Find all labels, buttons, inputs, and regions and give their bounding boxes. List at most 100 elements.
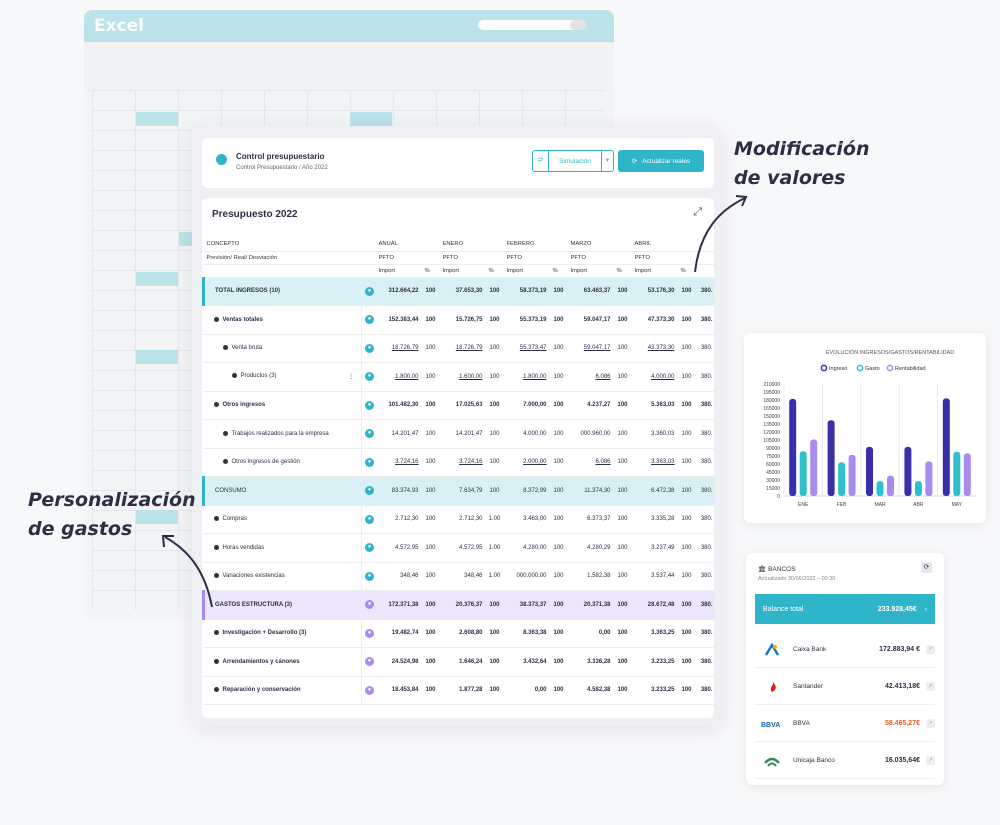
expand-bullet-icon[interactable] (213, 687, 219, 693)
value-cell[interactable]: 6.086 (567, 362, 614, 392)
pct-cell[interactable]: 100 (421, 391, 440, 420)
expand-bullet-icon[interactable] (213, 544, 219, 550)
pct-cell[interactable]: 100 (485, 305, 504, 335)
pct-cell[interactable]: 100 (677, 619, 696, 648)
value-cell[interactable]: 380. (695, 590, 714, 620)
expand-bullet-icon[interactable] (213, 630, 219, 636)
value-cell[interactable]: 20.371,38 (567, 590, 614, 620)
value-cell[interactable]: 3.724,16 (439, 448, 486, 477)
expand-bullet-icon[interactable] (213, 402, 219, 408)
value-cell[interactable]: 000.000,00 (503, 562, 550, 591)
pct-cell[interactable]: 100 (549, 676, 568, 705)
bank-row[interactable]: Unicaja Banco 16.035,64€ ↗ (755, 743, 935, 779)
value-cell[interactable]: 1.582,38 (567, 562, 614, 591)
value-cell[interactable]: 14.201,47 (375, 419, 422, 449)
pct-cell[interactable]: 100 (677, 676, 696, 705)
table-row[interactable]: Reparación y conservación ● 18.453,84 100 1.… (203, 676, 714, 705)
pct-cell[interactable]: 100 (549, 562, 568, 591)
pct-cell[interactable]: 100 (549, 277, 568, 306)
bank-row[interactable]: Santander 42.413,18€ ↗ (755, 669, 935, 705)
pfto-label[interactable]: PFTO (375, 251, 422, 265)
pct-cell[interactable]: 100 (613, 562, 632, 591)
pct-cell[interactable]: 100 (613, 590, 632, 620)
value-cell[interactable]: 55.373,19 (503, 305, 550, 335)
pct-cell[interactable]: 100 (421, 676, 440, 705)
expand-bullet-icon[interactable] (213, 573, 219, 579)
pct-cell[interactable]: 100 (613, 505, 632, 534)
pct-cell[interactable]: 100 (613, 448, 632, 477)
expand-bullet-icon[interactable] (222, 459, 228, 465)
pct-cell[interactable]: 100 (421, 334, 440, 363)
value-cell[interactable]: 380. (695, 419, 714, 449)
pct-cell[interactable]: 100 (421, 562, 440, 591)
view-icon[interactable]: ● (365, 457, 374, 467)
value-cell[interactable]: 380. (695, 305, 714, 335)
pfto-label[interactable]: PFTO (503, 251, 550, 265)
table-row[interactable]: Compras ● 2.712,30 100 2.712,30 1.00 3.463,00 1… (203, 505, 714, 534)
value-cell[interactable]: 18.726,79 (375, 334, 422, 363)
view-icon[interactable]: ● (365, 372, 374, 382)
expand-bullet-icon[interactable] (222, 345, 228, 351)
view-icon[interactable]: ● (365, 685, 374, 695)
value-cell[interactable]: 4.280,00 (503, 533, 550, 563)
view-icon[interactable]: ● (365, 400, 374, 410)
value-cell[interactable]: 380. (695, 505, 714, 534)
value-cell[interactable]: 3.463,00 (503, 505, 550, 534)
pct-cell[interactable]: 100 (677, 590, 696, 620)
update-actuals-button[interactable]: ⟳ Actualizar reales (618, 150, 704, 172)
value-cell[interactable]: 3.233,25 (631, 647, 678, 677)
value-cell[interactable]: 3.537,44 (631, 562, 678, 591)
pct-cell[interactable]: 100 (549, 305, 568, 335)
value-cell[interactable]: 7.000,00 (503, 391, 550, 420)
pct-cell[interactable]: 100 (421, 505, 440, 534)
pct-cell[interactable]: 100 (549, 590, 568, 620)
value-cell[interactable]: 1.646,24 (439, 647, 486, 677)
pct-cell[interactable]: 100 (485, 391, 504, 420)
pct-cell[interactable]: 100 (485, 676, 504, 705)
pct-cell[interactable]: 100 (421, 305, 440, 335)
table-row[interactable]: CONSUMO ● 83.374,93 100 7.634,79 100 8.372,99 1… (202, 476, 714, 506)
value-cell[interactable]: 380. (695, 448, 714, 477)
value-cell[interactable]: 6.373,37 (567, 505, 614, 534)
view-icon[interactable]: ● (365, 543, 374, 553)
value-cell[interactable]: 1.800,00 (375, 362, 422, 392)
pct-cell[interactable]: 100 (677, 505, 696, 534)
view-icon[interactable]: ● (365, 514, 374, 524)
expand-bullet-icon[interactable] (222, 430, 228, 436)
month-header[interactable]: MARZO (567, 238, 614, 252)
pct-cell[interactable]: 100 (549, 334, 568, 363)
value-cell[interactable]: 59.047,17 (567, 305, 614, 335)
view-icon[interactable]: ● (365, 286, 374, 296)
value-cell[interactable]: 6.086 (567, 448, 614, 477)
value-cell[interactable]: 172.371,38 (375, 590, 422, 620)
table-row[interactable]: GASTOS ESTRUCTURA (3) ● 172.371,38 100 20.37… (202, 590, 714, 620)
value-cell[interactable]: 000.960,00 (567, 419, 614, 449)
pct-cell[interactable]: 100 (485, 590, 504, 620)
value-cell[interactable]: 20.376,37 (439, 590, 486, 620)
view-icon[interactable]: ● (365, 343, 374, 353)
view-icon[interactable]: ● (365, 600, 374, 610)
view-icon[interactable]: ● (365, 657, 374, 667)
value-cell[interactable]: 348,46 (439, 562, 486, 591)
pct-cell[interactable]: 100 (613, 676, 632, 705)
pct-cell[interactable]: 100 (677, 562, 696, 591)
value-cell[interactable]: 380. (695, 391, 714, 420)
value-cell[interactable]: 4.572,95 (439, 533, 486, 563)
pct-cell[interactable]: 100 (485, 448, 504, 477)
value-cell[interactable]: 3.363,25 (631, 619, 678, 648)
pct-cell[interactable]: 100 (421, 619, 440, 648)
value-cell[interactable]: 1.600,00 (439, 362, 486, 392)
value-cell[interactable]: 83.374,93 (375, 476, 422, 506)
pct-cell[interactable]: 100 (677, 334, 696, 363)
value-cell[interactable]: 3.360,03 (631, 419, 678, 449)
value-cell[interactable]: 5.363,03 (631, 391, 678, 420)
pct-cell[interactable]: 100 (613, 419, 632, 449)
value-cell[interactable]: 11.374,30 (567, 476, 614, 506)
expand-bullet-icon[interactable] (213, 658, 219, 664)
external-link-icon[interactable]: ↗ (926, 645, 935, 654)
pfto-label[interactable]: PFTO (439, 251, 486, 265)
bank-row[interactable]: Caixa Bank 172.883,94 € ↗ (755, 632, 935, 668)
value-cell[interactable]: 312.664,22 (375, 277, 422, 306)
pct-cell[interactable]: 1.00 (485, 505, 504, 534)
pct-cell[interactable]: 100 (421, 277, 440, 306)
